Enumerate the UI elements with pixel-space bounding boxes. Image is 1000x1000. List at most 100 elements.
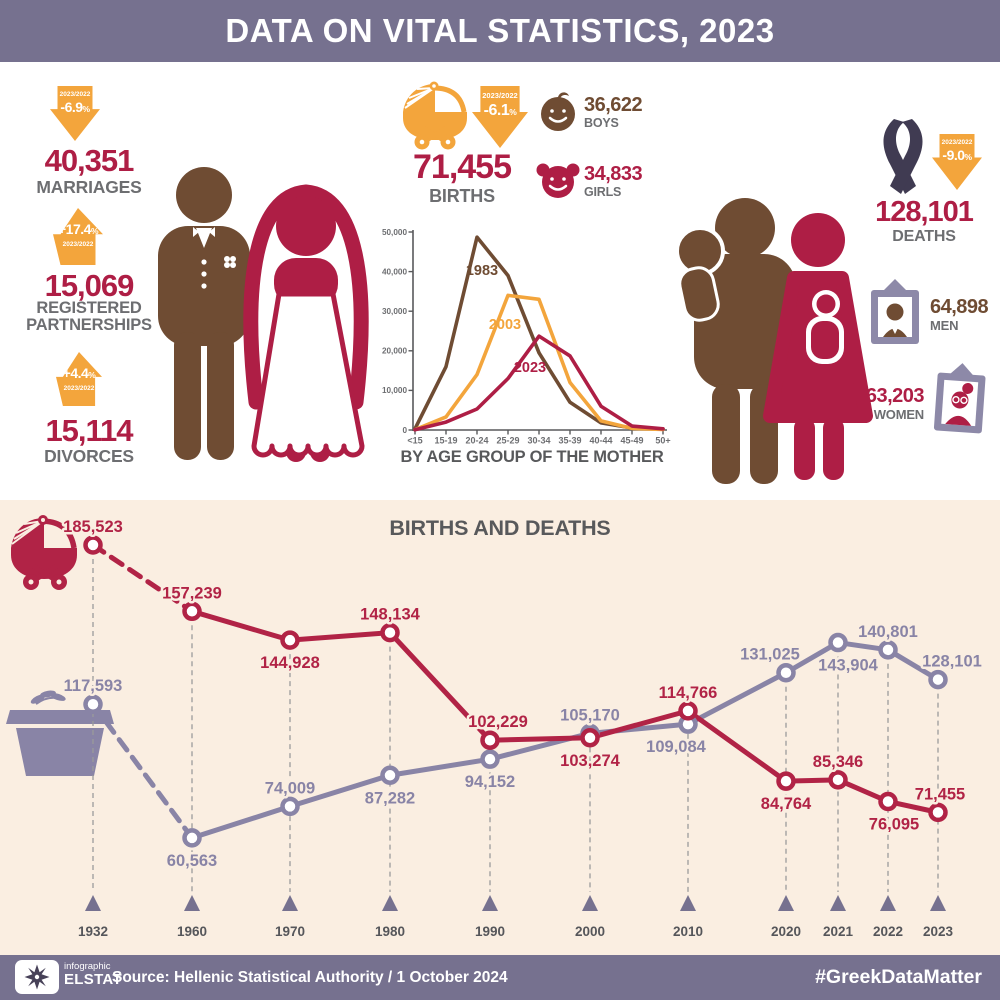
deaths-label: DEATHS bbox=[892, 228, 956, 245]
births-legend-carriage-icon bbox=[11, 515, 77, 590]
footer-bar bbox=[0, 955, 1000, 1000]
marriages-value: 40,351 bbox=[44, 143, 135, 178]
page-title: DATA ON VITAL STATISTICS, 2023 bbox=[225, 12, 775, 49]
men-label: MEN bbox=[930, 318, 959, 333]
divorces-change-arrow-up-icon: +4.4% 2023/2022 bbox=[56, 352, 102, 406]
marriages-change-arrow-down-icon: 2023/2022 -6.9% bbox=[50, 86, 100, 141]
svg-text:102,229: 102,229 bbox=[468, 713, 528, 731]
svg-text:2022: 2022 bbox=[873, 924, 903, 939]
svg-text:30,000: 30,000 bbox=[382, 307, 407, 316]
deaths-change-value: -9.0% bbox=[942, 147, 972, 163]
mourning-ribbon-icon bbox=[883, 119, 923, 194]
partnerships-change-arrow-up-icon: +17.4% 2023/2022 bbox=[53, 208, 103, 265]
compass-star-icon bbox=[24, 964, 50, 990]
divorces-change-period: 2023/2022 bbox=[63, 385, 95, 392]
deaths-value: 128,101 bbox=[875, 196, 974, 228]
svg-text:94,152: 94,152 bbox=[465, 773, 515, 791]
deaths-legend-coffin-icon bbox=[6, 690, 114, 776]
svg-text:30-34: 30-34 bbox=[527, 436, 550, 446]
svg-text:74,009: 74,009 bbox=[265, 779, 315, 797]
bride-and-groom-icon bbox=[158, 167, 369, 462]
svg-text:0: 0 bbox=[402, 426, 407, 435]
svg-text:103,274: 103,274 bbox=[560, 752, 620, 770]
births-change-period: 2023/2022 bbox=[482, 91, 518, 100]
svg-text:2003: 2003 bbox=[489, 317, 521, 333]
svg-text:114,766: 114,766 bbox=[659, 684, 718, 702]
svg-text:25-29: 25-29 bbox=[496, 436, 519, 446]
svg-text:144,928: 144,928 bbox=[260, 654, 320, 672]
women-value: 63,203 bbox=[865, 385, 925, 407]
girls-value: 34,833 bbox=[584, 163, 643, 185]
svg-text:20-24: 20-24 bbox=[465, 436, 488, 446]
man-portrait-frame-icon bbox=[871, 279, 919, 344]
svg-text:50+: 50+ bbox=[655, 436, 670, 446]
marriages-change-value: -6.9% bbox=[60, 99, 90, 115]
partnerships-value: 15,069 bbox=[44, 268, 135, 303]
svg-text:2023: 2023 bbox=[514, 360, 546, 376]
women-label: WOMEN bbox=[873, 407, 924, 422]
divorces-value: 15,114 bbox=[45, 413, 133, 448]
svg-text:2021: 2021 bbox=[823, 924, 854, 939]
lower-chart-background bbox=[0, 500, 1000, 955]
header-bar: DATA ON VITAL STATISTICS, 2023 bbox=[0, 0, 1000, 62]
births-value: 71,455 bbox=[413, 148, 512, 186]
svg-text:76,095: 76,095 bbox=[869, 815, 919, 833]
svg-text:60,563: 60,563 bbox=[167, 852, 217, 870]
boys-value: 36,622 bbox=[584, 94, 643, 116]
svg-text:10,000: 10,000 bbox=[382, 386, 407, 395]
parents-with-babies-icon bbox=[675, 198, 873, 484]
marriages-label: MARRIAGES bbox=[36, 177, 142, 197]
births-label: BIRTHS bbox=[429, 186, 495, 206]
svg-text:45-49: 45-49 bbox=[620, 436, 643, 446]
births-by-mother-age-chart: 0 10,000 20,000 30,000 40,000 50,000 <15 15-19 2… bbox=[382, 228, 671, 446]
bd-chart-title: BIRTHS AND DEATHS bbox=[389, 516, 611, 540]
boys-label: BOYS bbox=[584, 116, 619, 130]
svg-text:2010: 2010 bbox=[673, 924, 703, 939]
deaths-change-arrow-down-icon: 2023/2022 -9.0% bbox=[932, 134, 982, 190]
svg-text:15-19: 15-19 bbox=[434, 436, 457, 446]
baby-carriage-icon bbox=[403, 81, 467, 150]
partnerships-change-period: 2023/2022 bbox=[62, 241, 94, 248]
births-deaths-line-chart: 1932 1960 1970 1980 1990 2000 2010 2020 2021 2022… bbox=[61, 516, 985, 940]
svg-text:84,764: 84,764 bbox=[761, 795, 812, 813]
svg-text:128,101: 128,101 bbox=[922, 653, 982, 671]
svg-text:109,084: 109,084 bbox=[646, 738, 706, 756]
svg-text:35-39: 35-39 bbox=[558, 436, 581, 446]
svg-text:40,000: 40,000 bbox=[382, 267, 407, 276]
svg-text:140,801: 140,801 bbox=[858, 623, 918, 641]
hashtag-text: #GreekDataMatter bbox=[815, 966, 982, 988]
svg-text:1980: 1980 bbox=[375, 924, 405, 939]
svg-text:148,134: 148,134 bbox=[360, 606, 420, 624]
partnerships-label: REGISTERED PARTNERSHIPS bbox=[26, 299, 152, 334]
baby-boy-icon bbox=[541, 92, 575, 131]
deaths-change-period: 2023/2022 bbox=[941, 139, 973, 146]
svg-text:85,346: 85,346 bbox=[813, 753, 863, 771]
svg-text:131,025: 131,025 bbox=[740, 646, 800, 664]
svg-text:117,593: 117,593 bbox=[64, 677, 123, 695]
svg-text:50,000: 50,000 bbox=[382, 228, 407, 237]
divorces-change-value: +4.4% bbox=[62, 365, 96, 381]
svg-text:1990: 1990 bbox=[475, 924, 505, 939]
svg-text:1960: 1960 bbox=[177, 924, 207, 939]
svg-text:<15: <15 bbox=[407, 436, 422, 446]
svg-text:20,000: 20,000 bbox=[382, 347, 407, 356]
elstat-logo-text: infographic ELSTAT bbox=[64, 961, 122, 988]
girls-label: GIRLS bbox=[584, 185, 622, 199]
partnerships-change-value: +17.4% bbox=[58, 221, 99, 237]
marriages-change-period: 2023/2022 bbox=[59, 91, 91, 98]
births-change-arrow-down-icon: 2023/2022 -6.1% bbox=[472, 86, 528, 148]
svg-text:143,904: 143,904 bbox=[818, 657, 878, 675]
svg-text:87,282: 87,282 bbox=[365, 789, 415, 807]
births-change-value: -6.1% bbox=[483, 102, 517, 119]
elstat-logo bbox=[15, 960, 59, 994]
source-text: Source: Hellenic Statistical Authority /… bbox=[112, 968, 508, 986]
svg-text:40-44: 40-44 bbox=[589, 436, 612, 446]
svg-text:2023: 2023 bbox=[923, 924, 954, 939]
men-value: 64,898 bbox=[930, 296, 989, 318]
svg-text:157,239: 157,239 bbox=[162, 584, 222, 602]
age-chart-title: BY AGE GROUP OF THE MOTHER bbox=[400, 448, 664, 466]
svg-text:2000: 2000 bbox=[575, 924, 605, 939]
svg-text:71,455: 71,455 bbox=[915, 785, 965, 803]
woman-portrait-frame-icon bbox=[933, 363, 986, 434]
